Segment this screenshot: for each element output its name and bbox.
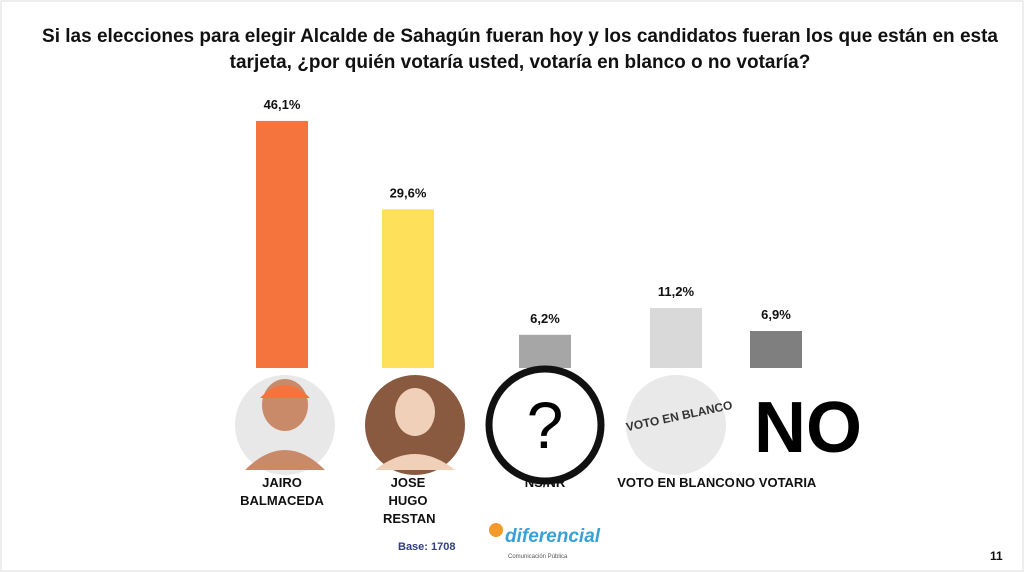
category-label: NS/NR bbox=[524, 475, 566, 490]
value-label: 46,1% bbox=[264, 97, 301, 112]
bar bbox=[650, 307, 702, 368]
logo: diferencial bbox=[505, 526, 601, 547]
question-mark: ? bbox=[527, 388, 564, 462]
bar bbox=[256, 120, 308, 369]
value-label: 6,2% bbox=[530, 311, 560, 326]
value-label: 6,9% bbox=[761, 307, 791, 322]
photo-figure bbox=[375, 388, 455, 470]
base-note: Base: 1708 bbox=[398, 541, 456, 553]
logo-dots bbox=[489, 523, 503, 537]
bar bbox=[382, 209, 434, 368]
bar bbox=[519, 334, 571, 368]
bar bbox=[750, 331, 802, 368]
value-label: 11,2% bbox=[658, 284, 695, 299]
logo-subtitle: Comunicación Pública bbox=[508, 554, 568, 560]
chart-title: Si las elecciones para elegir Alcalde de… bbox=[42, 26, 998, 73]
category-label: JOSE HUGO RESTAN bbox=[383, 475, 436, 526]
value-label: 29,6% bbox=[390, 185, 427, 200]
cap bbox=[260, 385, 310, 398]
blank-vote-icon bbox=[626, 375, 726, 475]
category-label: NO VOTARIA bbox=[735, 475, 817, 490]
no-vote-icon bbox=[758, 375, 858, 475]
category-label: JAIRO BALMACEDA bbox=[240, 475, 324, 508]
question-icon bbox=[485, 365, 605, 485]
icons: ? VOTO EN BLANCO NO bbox=[235, 365, 862, 537]
category-label: VOTO EN BLANCO bbox=[617, 475, 735, 490]
page-number: 11 bbox=[990, 549, 1003, 563]
no-vote-text: NO bbox=[754, 388, 862, 468]
photo-figure bbox=[245, 379, 325, 470]
